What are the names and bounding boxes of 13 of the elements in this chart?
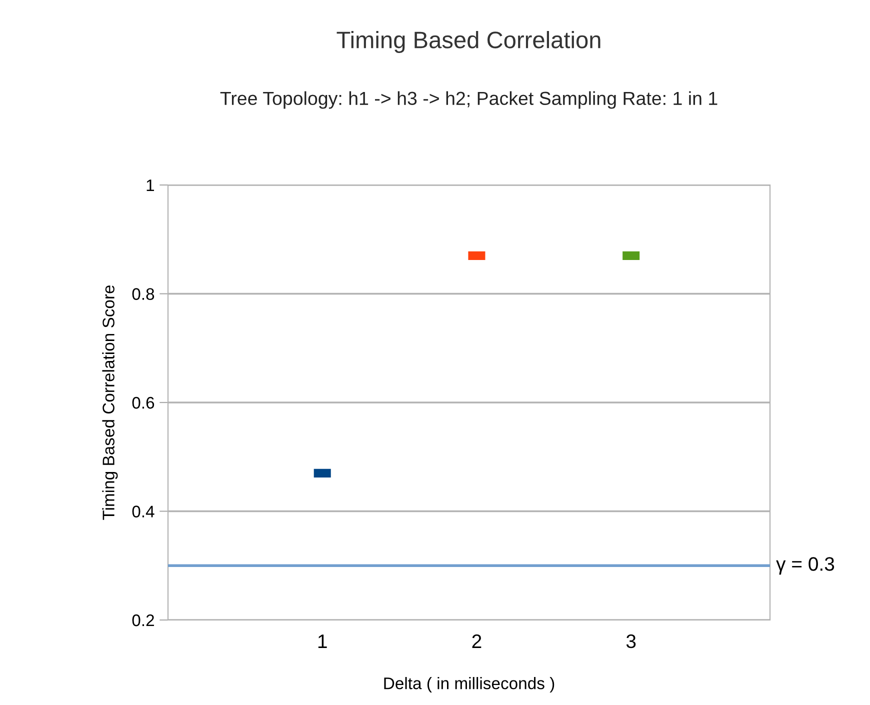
ref-line-label: γ = 0.3	[776, 557, 834, 575]
chart-subtitle: Tree Topology: h1 -> h3 -> h2; Packet Sampling Rate: 1 in 1	[220, 91, 718, 109]
x-tick-label: 2	[472, 634, 482, 648]
y-tick-label: 0.2	[132, 614, 154, 626]
y-tick-label: 0.4	[132, 506, 154, 518]
x-tick-label: 1	[318, 634, 327, 648]
y-tick-label: 0.6	[132, 396, 154, 409]
x-axis-title: Delta ( in milliseconds )	[384, 677, 554, 693]
y-tick-label: 0.8	[132, 288, 154, 300]
y-tick-label: 1	[146, 180, 154, 192]
y-axis-title: Timing Based Correlation Score	[102, 285, 118, 520]
x-tick-label: 3	[626, 634, 636, 648]
chart-title: Timing Based Correlation	[336, 30, 600, 54]
